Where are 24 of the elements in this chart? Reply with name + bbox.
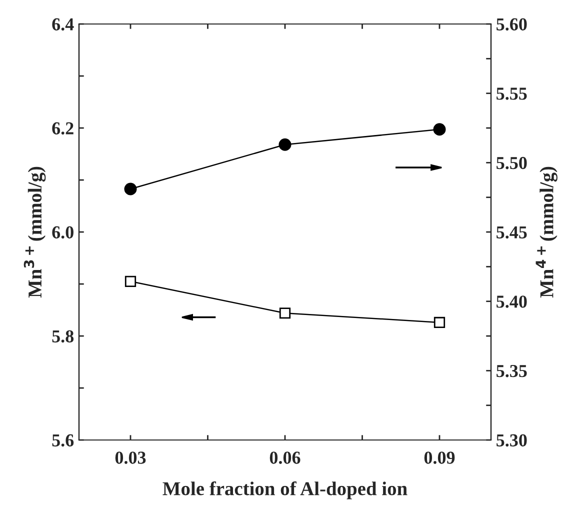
point [278, 138, 292, 151]
y-tick-label: 6.4 [52, 18, 74, 31]
point [124, 276, 136, 287]
y2-tick-label: 5.40 [496, 296, 527, 308]
y-axis-title: Mn$^{3+}$(mmol/g) [24, 166, 46, 298]
x-tick-label: 0.06 [270, 452, 300, 464]
y2-tick-label: 5.35 [496, 364, 527, 378]
y-tick-label: 5.6 [52, 434, 74, 447]
x-tick-label: 0.09 [424, 452, 455, 464]
x-axis-title: Mole fraction of Al-doped ion [162, 481, 408, 500]
y-tick-label: 5.8 [52, 330, 74, 343]
y-tick-label: 6.0 [52, 226, 74, 239]
y2-tick-label: 5.45 [496, 226, 527, 239]
y2-tick-label: 5.30 [496, 434, 527, 447]
y2-tick-label: 5.55 [496, 88, 527, 100]
point [279, 308, 291, 319]
y-tick-label: 6.2 [52, 122, 74, 135]
x-tick-label: 0.03 [115, 452, 146, 464]
point [434, 316, 446, 328]
point [433, 123, 446, 136]
point [124, 182, 137, 196]
y2-tick-label: 5.60 [496, 18, 527, 31]
y2-axis-title: Mn$^{4+}$(mmol/g) [536, 166, 558, 298]
y2-tick-label: 5.50 [496, 156, 527, 170]
